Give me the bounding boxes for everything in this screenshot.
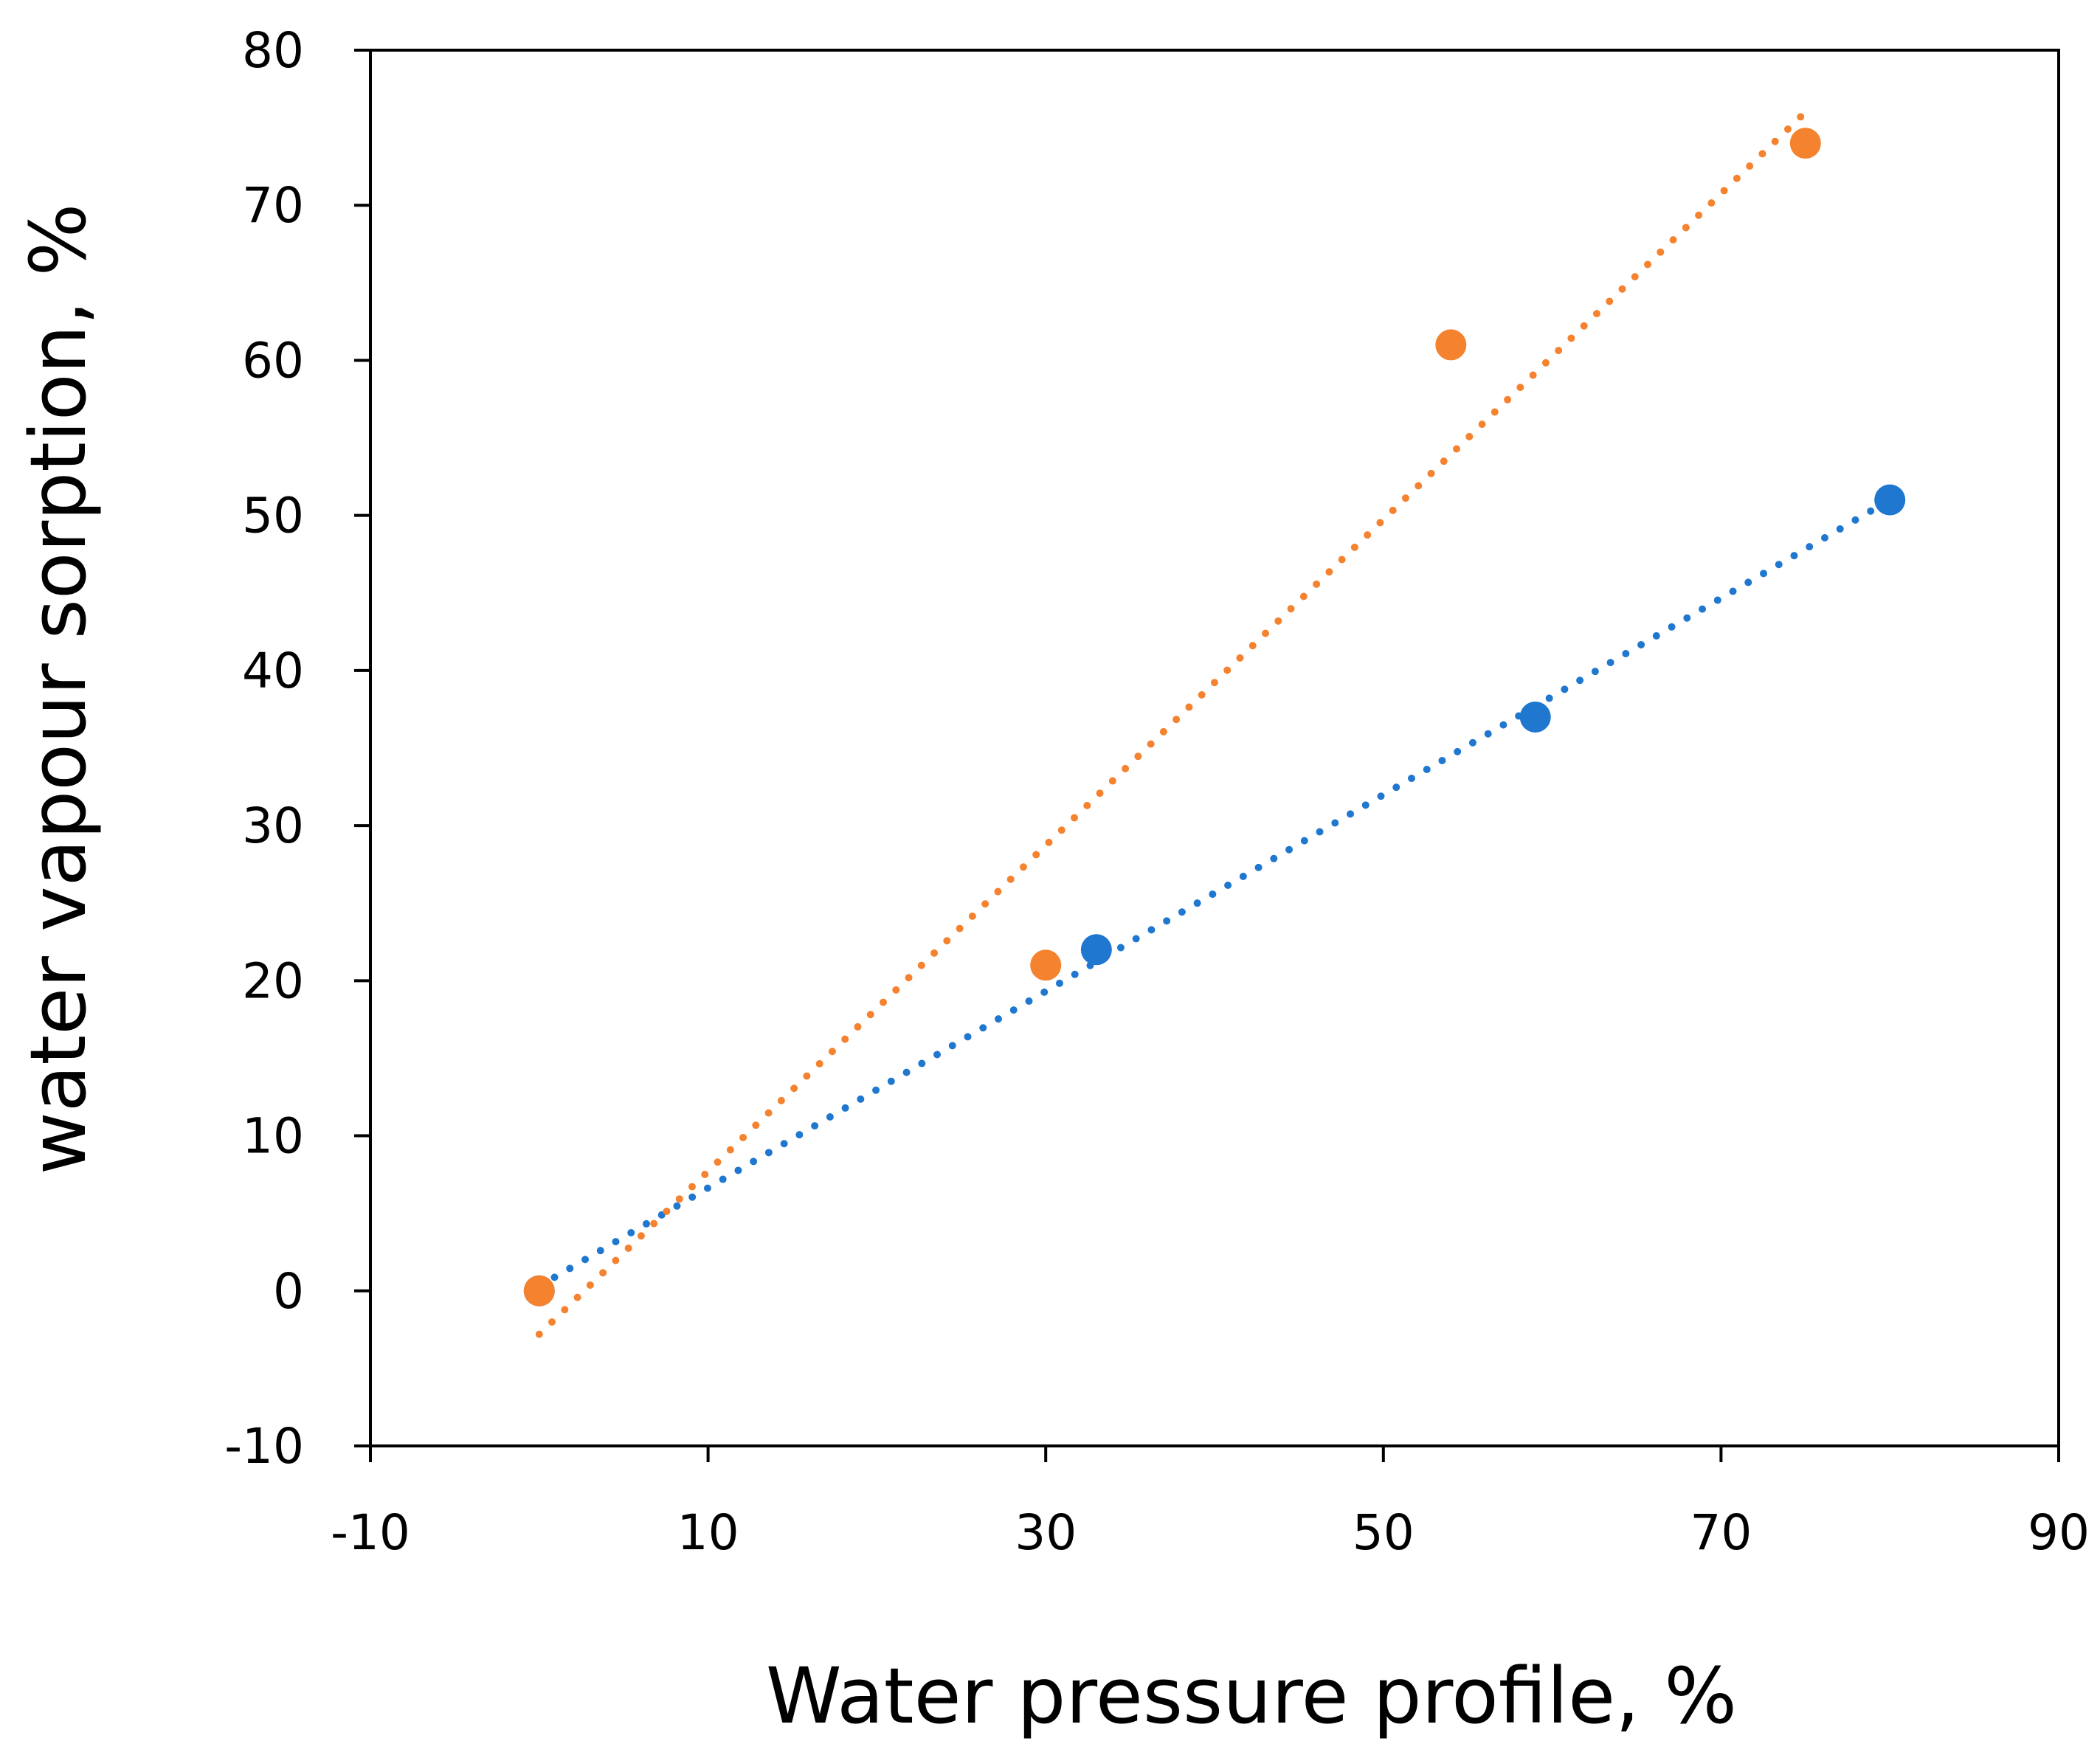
y-tick-label: 70	[242, 177, 304, 234]
x-tick-label: 90	[2028, 1504, 2090, 1561]
data-point	[523, 1275, 555, 1307]
y-axis-ticks: -10 0 10 20 30 40 50 60 70 80	[224, 22, 370, 1475]
data-point	[1080, 934, 1112, 966]
data-point	[1789, 128, 1821, 159]
x-tick-label: 50	[1353, 1504, 1415, 1561]
y-tick-label: 20	[242, 952, 304, 1009]
x-tick-label: 30	[1015, 1504, 1077, 1561]
y-tick-label: 30	[242, 797, 304, 854]
y-tick-label: 80	[242, 22, 304, 79]
x-axis-ticks: -10 10 30 50 70 90	[331, 1446, 2090, 1561]
y-tick-label: 40	[242, 643, 304, 699]
x-tick-label: -10	[331, 1504, 410, 1561]
data-point	[1874, 484, 1906, 516]
data-point	[1435, 329, 1467, 361]
x-tick-label: 70	[1690, 1504, 1752, 1561]
series-trendline	[535, 496, 1894, 1290]
y-tick-label: 60	[242, 332, 304, 389]
data-point-layer	[523, 128, 1906, 1307]
y-tick-label: 10	[242, 1108, 304, 1165]
y-tick-label: 50	[242, 488, 304, 544]
data-point	[1519, 701, 1551, 733]
trendline-layer	[535, 108, 1894, 1338]
series-trendline	[535, 108, 1809, 1338]
x-tick-label: 10	[677, 1504, 739, 1561]
y-tick-label: 0	[273, 1263, 304, 1320]
y-tick-label: -10	[224, 1418, 304, 1475]
data-point	[1030, 949, 1062, 981]
plot-area-frame	[369, 49, 2060, 1447]
y-axis-title: water vapour sorption, %	[13, 204, 103, 1175]
x-axis-title: Water pressure profile, %	[766, 1651, 1737, 1741]
